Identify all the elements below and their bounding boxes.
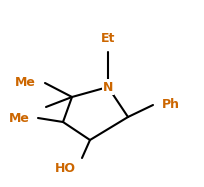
Text: Me: Me [15, 76, 36, 88]
Text: Ph: Ph [161, 97, 179, 111]
Text: Me: Me [9, 111, 30, 125]
Text: N: N [102, 80, 113, 94]
Text: Et: Et [100, 31, 115, 45]
Text: Ph: Ph [161, 97, 179, 111]
Text: HO: HO [54, 162, 75, 174]
Text: Me: Me [9, 111, 30, 125]
Text: N: N [102, 80, 113, 94]
Text: Et: Et [100, 31, 115, 45]
Text: Me: Me [15, 76, 36, 88]
Text: HO: HO [54, 162, 75, 174]
